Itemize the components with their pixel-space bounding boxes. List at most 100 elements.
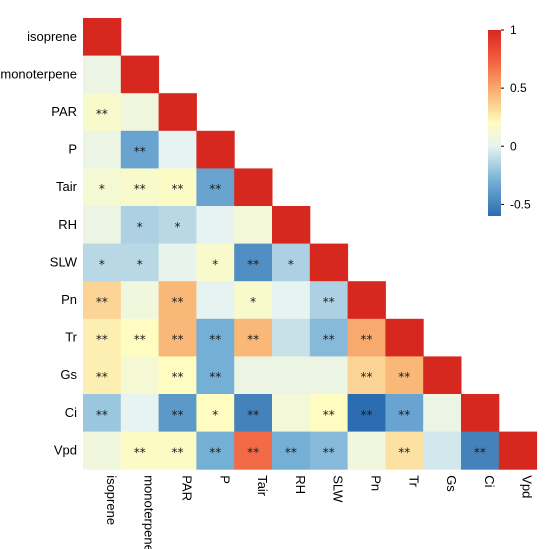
heatmap-cell-P-isoprene bbox=[83, 130, 122, 169]
heatmap-cell-Gs-isoprene bbox=[83, 356, 122, 395]
heatmap-cell-Tr-P bbox=[196, 318, 235, 357]
heatmap-cell-Vpd-Pn bbox=[347, 431, 386, 470]
heatmap-cell-RH-isoprene bbox=[83, 206, 122, 245]
x-tick-label-Tair: Tair bbox=[255, 475, 270, 497]
x-tick-label-Gs: Gs bbox=[444, 475, 459, 492]
significance-marker-P-monoterpene: ** bbox=[134, 145, 146, 159]
heatmap-cell-Pn-Pn bbox=[347, 281, 386, 320]
heatmap-cell-Tair-monoterpene bbox=[120, 168, 160, 207]
colorbar-tick-label: -0.5 bbox=[510, 197, 531, 211]
colorbar-tick-label: 0.5 bbox=[510, 81, 527, 95]
x-tick-label-Vpd: Vpd bbox=[520, 475, 535, 498]
significance-marker-Vpd-PAR: ** bbox=[172, 445, 184, 459]
heatmap-cell-SLW-PAR bbox=[158, 243, 197, 282]
heatmap-cell-PAR-monoterpene bbox=[120, 93, 160, 132]
significance-marker-SLW-isoprene: * bbox=[99, 257, 105, 271]
significance-marker-Gs-Pn: ** bbox=[361, 370, 373, 384]
heatmap-cell-RH-RH bbox=[272, 206, 311, 245]
heatmap-cell-Vpd-SLW bbox=[309, 431, 349, 470]
heatmap-cell-Ci-Pn bbox=[347, 394, 386, 433]
significance-marker-Gs-PAR: ** bbox=[172, 370, 184, 384]
heatmap-cell-Tr-monoterpene bbox=[120, 318, 160, 357]
significance-marker-Vpd-RH: ** bbox=[285, 445, 297, 459]
significance-marker-Pn-isoprene: ** bbox=[96, 295, 108, 309]
heatmap-cell-Ci-P bbox=[196, 394, 235, 433]
heatmap-cell-Tr-Tr bbox=[385, 318, 424, 357]
x-tick-labels: isoprene monoterpene PAR P Tair RH SLW Pn Tr Gs Ci… bbox=[104, 475, 535, 549]
y-tick-label-Tair: Tair bbox=[56, 179, 78, 194]
heatmap-cell-Vpd-P bbox=[196, 431, 235, 470]
significance-marker-Vpd-SLW: ** bbox=[323, 445, 335, 459]
heatmap-cell-monoterpene-isoprene bbox=[83, 55, 122, 94]
heatmap-cell-Gs-RH bbox=[272, 356, 311, 395]
heatmap-cell-Tr-SLW bbox=[309, 318, 349, 357]
x-tick-label-monoterpene: monoterpene bbox=[142, 475, 157, 549]
significance-marker-RH-PAR: * bbox=[175, 220, 181, 234]
x-tick-label-SLW: SLW bbox=[331, 475, 346, 503]
y-tick-label-Pn: Pn bbox=[61, 292, 77, 307]
heatmap-cell-Ci-isoprene bbox=[83, 394, 122, 433]
heatmap-cell-Ci-RH bbox=[272, 394, 311, 433]
significance-marker-Tr-Tair: ** bbox=[247, 333, 259, 347]
heatmap-cell-Vpd-Ci bbox=[461, 431, 500, 470]
heatmap-cell-P-monoterpene bbox=[120, 130, 160, 169]
heatmap-cell-Ci-Gs bbox=[423, 394, 462, 433]
heatmap-cell-SLW-isoprene bbox=[83, 243, 122, 282]
heatmap-cell-monoterpene-monoterpene bbox=[120, 55, 160, 94]
significance-marker-Vpd-monoterpene: ** bbox=[134, 445, 146, 459]
significance-marker-Ci-Pn: ** bbox=[361, 408, 373, 422]
heatmap-cell-Ci-Tair bbox=[234, 394, 273, 433]
heatmap-cell-P-P bbox=[196, 130, 235, 169]
heatmap-cell-PAR-isoprene bbox=[83, 93, 122, 132]
colorbar-ticks: 1 0.5 0 -0.5 bbox=[501, 23, 531, 211]
significance-marker-Ci-SLW: ** bbox=[323, 408, 335, 422]
y-tick-label-P: P bbox=[68, 142, 77, 157]
significance-marker-Vpd-Tair: ** bbox=[247, 445, 259, 459]
y-tick-label-Gs: Gs bbox=[60, 367, 77, 382]
colorbar-tick-label: 1 bbox=[510, 23, 517, 37]
significance-marker-Tr-Pn: ** bbox=[361, 333, 373, 347]
x-tick-label-Tr: Tr bbox=[406, 475, 421, 487]
significance-marker-Tr-monoterpene: ** bbox=[134, 333, 146, 347]
heatmap-cell-Ci-Ci bbox=[461, 394, 500, 433]
heatmap-cell-Gs-Pn bbox=[347, 356, 386, 395]
significance-markers: ***** ** ** *** ** * * ** *** ** * **** ** ** ** ** ** **… bbox=[96, 107, 486, 459]
x-tick-label-isoprene: isoprene bbox=[104, 475, 119, 525]
heatmap-cell-Vpd-Gs bbox=[423, 431, 462, 470]
x-tick-label-PAR: PAR bbox=[180, 475, 195, 501]
significance-marker-SLW-RH: * bbox=[288, 257, 294, 271]
heatmap-cell-Vpd-monoterpene bbox=[120, 431, 160, 470]
heatmap-cell-Gs-P bbox=[196, 356, 235, 395]
significance-marker-Tair-P: ** bbox=[209, 182, 221, 196]
heatmap-cell-Pn-PAR bbox=[158, 281, 197, 320]
x-tick-label-Ci: Ci bbox=[482, 475, 497, 487]
significance-marker-Pn-Tair: * bbox=[250, 295, 256, 309]
heatmap-cell-Vpd-Tair bbox=[234, 431, 273, 470]
y-tick-label-SLW: SLW bbox=[50, 254, 78, 269]
heatmap-cell-Tair-PAR bbox=[158, 168, 197, 207]
significance-marker-PAR-isoprene: ** bbox=[96, 107, 108, 121]
y-tick-labels: isoprene monoterpene PAR P Tair RH SLW Pn Tr Gs Ci… bbox=[0, 29, 77, 458]
significance-marker-Pn-PAR: ** bbox=[172, 295, 184, 309]
heatmap-cell-RH-monoterpene bbox=[120, 206, 160, 245]
significance-marker-Ci-PAR: ** bbox=[172, 408, 184, 422]
significance-marker-Ci-isoprene: ** bbox=[96, 408, 108, 422]
significance-marker-Tair-monoterpene: ** bbox=[134, 182, 146, 196]
significance-marker-Tair-isoprene: * bbox=[99, 182, 105, 196]
significance-marker-Vpd-Ci: ** bbox=[474, 445, 486, 459]
heatmap-cell-isoprene-isoprene bbox=[83, 18, 122, 57]
significance-marker-Tr-SLW: ** bbox=[323, 333, 335, 347]
heatmap-cell-SLW-monoterpene bbox=[120, 243, 160, 282]
heatmap-cell-Pn-isoprene bbox=[83, 281, 122, 320]
heatmap-cell-SLW-RH bbox=[272, 243, 311, 282]
heatmap-cell-Pn-P bbox=[196, 281, 235, 320]
significance-marker-Tair-PAR: ** bbox=[172, 182, 184, 196]
x-tick-label-P: P bbox=[217, 475, 232, 484]
heatmap-cell-RH-P bbox=[196, 206, 235, 245]
significance-marker-Gs-Tr: ** bbox=[398, 370, 410, 384]
y-tick-label-Vpd: Vpd bbox=[54, 442, 77, 457]
significance-marker-Vpd-P: ** bbox=[209, 445, 221, 459]
heatmap-cell-Vpd-PAR bbox=[158, 431, 197, 470]
significance-marker-Tr-P: ** bbox=[209, 333, 221, 347]
heatmap-cell-P-PAR bbox=[158, 130, 197, 169]
